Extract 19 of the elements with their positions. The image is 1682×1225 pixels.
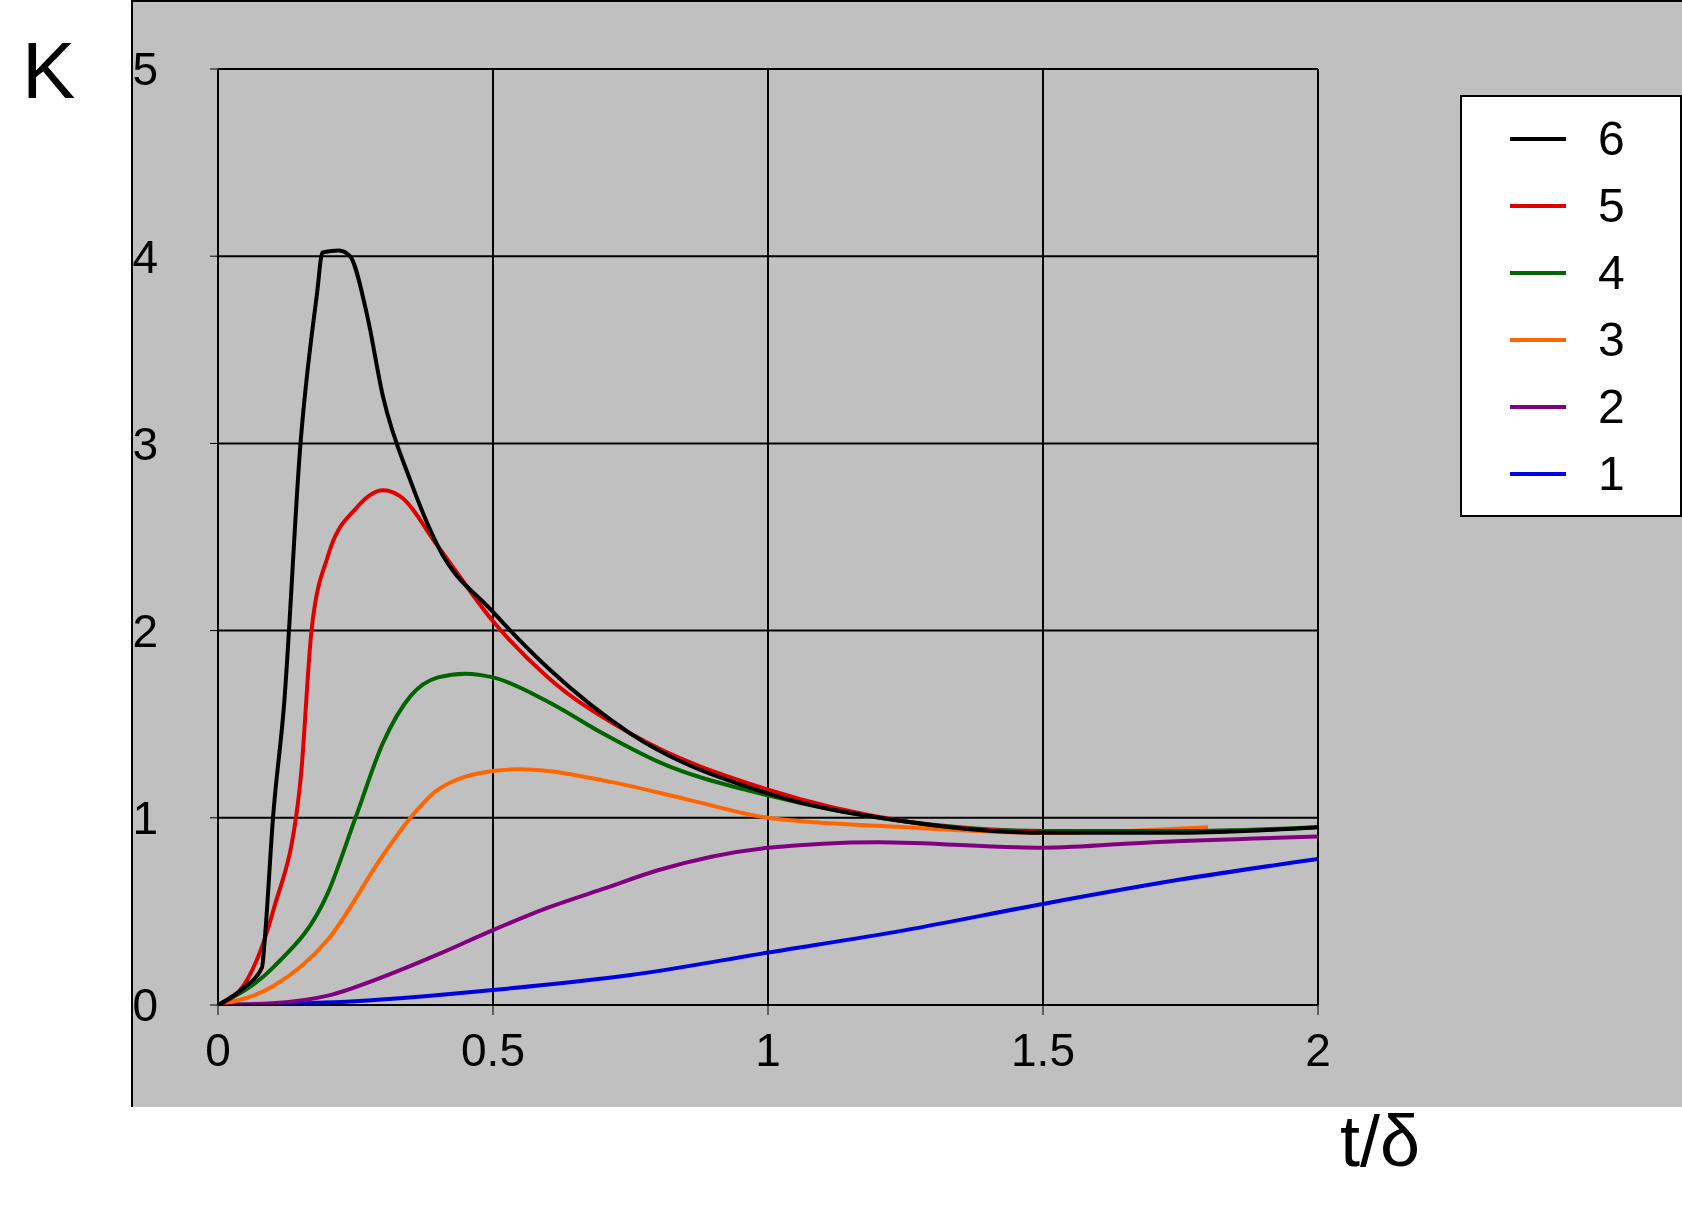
- y-tick-label: 1: [132, 792, 158, 845]
- x-axis-title: t/δ: [1340, 1100, 1421, 1182]
- x-tick-label: 0: [205, 1023, 231, 1076]
- legend-label: 4: [1598, 245, 1625, 300]
- y-tick-label: 4: [132, 230, 158, 283]
- legend-label: 2: [1598, 379, 1625, 434]
- x-tick-label: 0.5: [461, 1023, 525, 1076]
- y-tick-label: 3: [132, 417, 158, 470]
- legend-label: 6: [1598, 111, 1625, 166]
- legend-label: 5: [1598, 178, 1625, 233]
- y-tick-label: 0: [132, 979, 158, 1032]
- y-tick-label: 5: [132, 43, 158, 96]
- x-tick-label: 1.5: [1011, 1023, 1075, 1076]
- y-tick-label: 2: [132, 604, 158, 657]
- y-axis-title: K: [22, 25, 76, 117]
- x-tick-label: 2: [1305, 1023, 1331, 1076]
- legend-label: 1: [1598, 446, 1625, 501]
- x-tick-label: 1: [755, 1023, 781, 1076]
- legend-label: 3: [1598, 312, 1625, 367]
